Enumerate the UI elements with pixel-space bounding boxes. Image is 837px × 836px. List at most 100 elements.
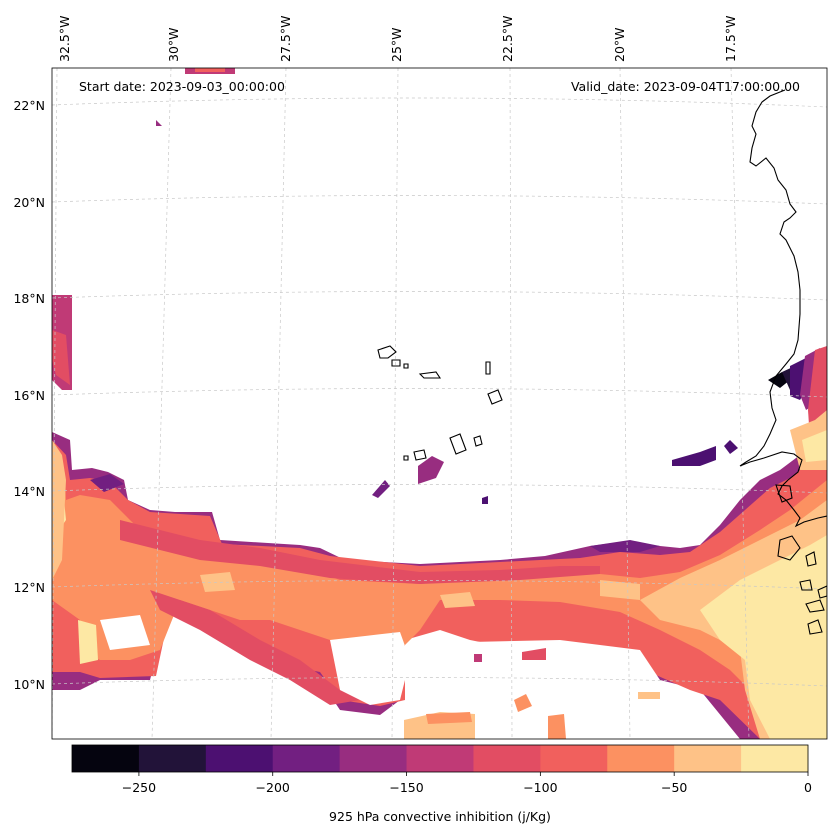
cin-south-patch-4 [638,692,660,699]
start-date-label: Start date: 2023-09-03_00:00:00 [79,79,285,94]
colorbar-frame [71,744,809,773]
meridian-25 [391,68,399,739]
meridian-20 [619,68,631,739]
island-fogo [413,449,427,461]
meridian-27-5 [270,68,287,739]
colorbar-swatch [473,745,541,772]
lat-label: 22°N [13,98,45,113]
cin-patch-b [372,480,390,498]
cin-south-patch-1b [426,712,472,724]
cin-gap-1 [330,632,410,705]
map-frame [51,67,828,740]
cin-speck [156,120,162,126]
bissagos-islands [777,535,801,561]
lon-label: 22.5°W [500,16,515,62]
cin-south-patch-5 [522,648,546,660]
lon-label: 30°W [166,27,181,62]
meridian-32-5 [52,68,58,739]
africa-coastline [739,89,827,528]
coastlines [377,89,827,635]
cin-gap-2 [470,640,660,690]
colorbar-swatch [138,745,207,772]
lon-label: 17.5°W [723,16,738,62]
cin-purple-edge-1 [590,540,660,552]
cin-purple-edge-2 [90,474,124,492]
colorbar-tick-label: −50 [661,780,687,795]
island-santiago [449,433,467,455]
colorbar-swatch [339,745,408,772]
colorbar-tick-label: 0 [804,780,812,795]
cin-gap-3 [100,615,150,650]
cin-se-yellow [700,535,827,739]
cin-patch-c [482,496,488,504]
cin-peach-blob-3 [600,580,640,600]
island-boa-vista [487,389,503,405]
lon-label: 25°W [389,27,404,62]
cin-south-patch-2 [548,714,566,739]
colorbar-label: 925 hPa convective inhibition (j/Kg) [329,809,551,824]
islet-3 [805,599,825,613]
island-santa-luzia [403,363,409,369]
colorbar-swatches [72,745,809,772]
cin-patch-d [672,446,716,466]
cin-streak-1 [120,520,600,584]
colorbar-swatch [205,745,274,772]
colorbar-swatch [72,745,140,772]
lat-label: 12°N [13,580,45,595]
lon-label: 27.5°W [278,16,293,62]
cin-patch-west-north-inner [52,330,70,385]
parallel-12 [52,580,827,590]
cin-sw-yellow [78,620,98,664]
cin-west-peach [52,440,66,580]
island-sao-vicente [391,359,401,367]
islet-5 [817,585,827,599]
cin-patch-e [724,440,738,454]
parallel-22 [52,97,827,108]
islet-2 [799,579,813,591]
valid-date-label: Valid_date: 2023-09-04T17:00:00.00 [571,79,800,94]
colorbar-swatch [674,745,742,772]
cin-contour-field [52,68,827,739]
cin-patch-a [418,456,444,484]
lat-label: 16°N [13,388,45,403]
colorbar-swatch [607,745,675,772]
cin-south-patch-6 [474,654,482,662]
island-sao-nicolau [418,371,442,379]
meridian-17-5 [730,68,750,739]
island-maio [473,435,483,447]
island-santo-antao [377,345,397,359]
lat-label: 14°N [13,484,45,499]
colorbar-swatch [272,745,341,772]
cin-peach-blob-2 [440,592,475,608]
colorbar: −250 −200 −150 −100 −50 0 925 hPa convective … [71,744,812,824]
colorbar-tick-label: −100 [523,780,557,795]
cin-ne-yellow [802,430,827,462]
colorbar-ticks: −250 −200 −150 −100 −50 0 [122,772,812,795]
cin-peach-blob-1 [200,572,235,592]
meridian-30 [151,68,172,739]
colorbar-tick-label: −150 [389,780,423,795]
cin-streak-2 [150,590,360,705]
lat-label: 20°N [13,195,45,210]
parallel-14 [52,484,827,494]
island-brava [403,455,409,461]
colorbar-swatch [406,745,474,772]
colorbar-swatch [741,745,809,772]
cin-patch-top-inner [195,68,225,72]
cin-south-patch-3 [514,694,532,712]
cin-band-light [52,455,827,739]
colorbar-swatch [540,745,608,772]
parallel-20 [52,195,827,205]
islet-1 [805,551,817,567]
colorbar-tick-label: −250 [122,780,156,795]
graticule [52,68,827,739]
lon-label: 20°W [612,27,627,62]
parallel-16 [52,388,827,398]
island-sal [485,361,491,375]
islet-4 [807,619,823,635]
lat-label: 10°N [13,677,45,692]
lat-label: 18°N [13,291,45,306]
meridian-22-5 [509,68,513,739]
parallel-10 [52,677,827,687]
